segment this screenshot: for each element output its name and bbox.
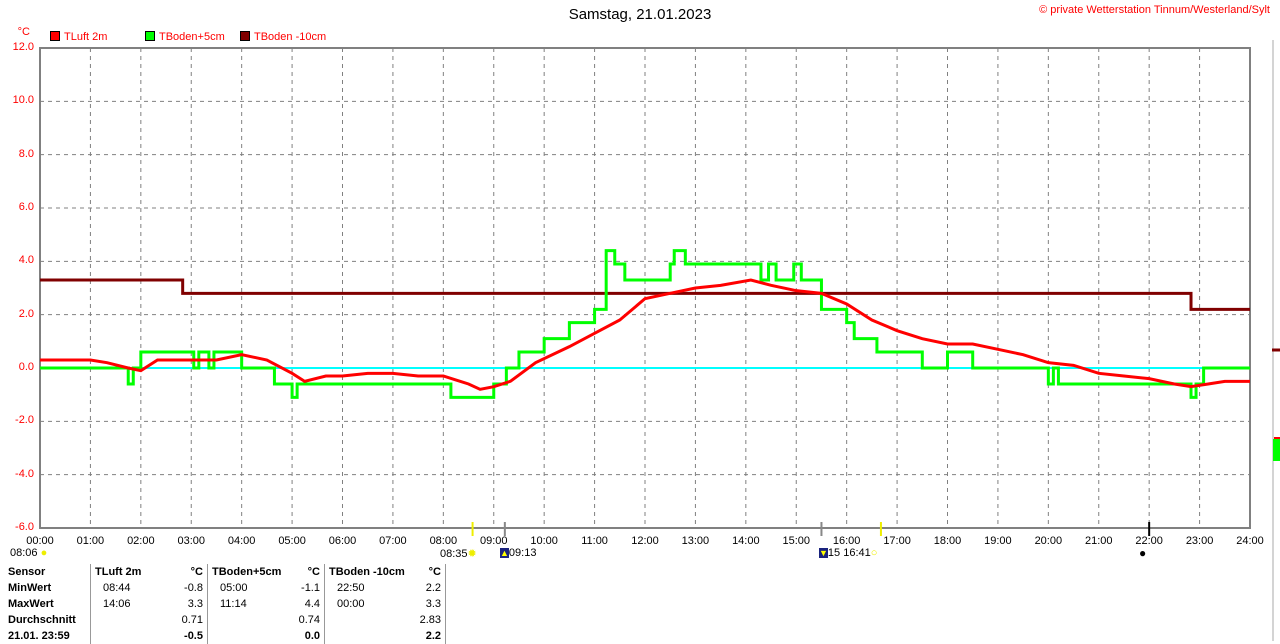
x-tick-label: 12:00	[631, 535, 659, 547]
cell	[324, 612, 413, 628]
moon-left-time: 08:06 ●	[10, 547, 48, 559]
x-tick-label: 05:00	[278, 535, 306, 547]
cell: 0.74	[298, 614, 320, 626]
x-tick-label: 23:00	[1185, 535, 1214, 547]
x-tick-label: 07:00	[379, 535, 407, 547]
cell: 0.71	[181, 614, 203, 626]
series-line	[40, 249, 1250, 399]
legend-tluft: TLuft 2m	[50, 31, 107, 43]
moonset-icon: ▼	[819, 548, 828, 558]
y-tick-label: 8.0	[18, 147, 34, 160]
y-tick-label: -6.0	[15, 521, 34, 533]
stats-table: Sensor TLuft 2m °C TBoden+5cm °C TBoden …	[4, 564, 455, 644]
cell: -0.8	[184, 582, 203, 594]
cell: -1.1	[301, 582, 320, 594]
sun-icon: ✹	[467, 548, 477, 560]
copyright: © private Wetterstation Tinnum/Westerlan…	[1039, 4, 1270, 16]
y-unit: °C	[17, 26, 30, 38]
x-tick-label: 06:00	[328, 535, 357, 547]
cell	[207, 612, 292, 628]
row-label: MaxWert	[8, 598, 54, 610]
x-tick-label: 04:00	[227, 535, 256, 547]
sunrise: 08:35✹	[440, 548, 477, 560]
cell: 2.83	[419, 614, 441, 626]
x-tick-label: 10:00	[530, 535, 558, 547]
y-tick-label: 4.0	[18, 254, 34, 267]
plot-frame	[39, 47, 1251, 529]
x-tick-label: 15:00	[782, 535, 811, 547]
legend-swatch	[145, 31, 155, 41]
moonrise-icon: ▲	[500, 548, 509, 558]
y-tick-label: 0.0	[18, 361, 34, 373]
cell	[324, 628, 413, 644]
x-tick-label: 19:00	[984, 535, 1012, 547]
table-header: Sensor TLuft 2m °C TBoden+5cm °C TBoden …	[4, 564, 455, 580]
legend-swatch	[240, 31, 250, 41]
x-tick-label: 16:00	[832, 535, 861, 547]
row-label: MinWert	[8, 582, 52, 594]
moonset: ▼15 16:41○	[819, 547, 878, 559]
cell: 11:14	[207, 596, 292, 612]
legend-tboden5: TBoden+5cm	[145, 31, 225, 43]
x-tick-label: 20:00	[1034, 535, 1063, 547]
cell: 0.0	[304, 630, 320, 642]
legend-label: TLuft 2m	[64, 31, 108, 43]
cell	[90, 612, 159, 628]
x-tick-label: 08:00	[429, 535, 458, 547]
cell: 3.3	[187, 598, 203, 610]
y-tick-label: 6.0	[18, 201, 34, 213]
moon-icon: ●	[40, 547, 48, 559]
y-tick-label: 12.0	[12, 41, 34, 53]
row-label: 21.01. 23:59	[8, 630, 70, 642]
cell: 2.2	[425, 630, 441, 642]
x-tick-label: 17:00	[883, 535, 911, 547]
x-tick-label: 24:00	[1236, 535, 1264, 547]
sunset-icon: ○	[870, 547, 878, 559]
cell: 14:06	[90, 596, 159, 612]
table-row: Durchschnitt 0.71 0.74 2.83	[4, 612, 455, 628]
table-row: 21.01. 23:59 -0.5 0.0 2.2	[4, 628, 455, 644]
series-line	[40, 278, 1250, 391]
new-moon-icon: ●	[1139, 546, 1147, 560]
x-tick-label: 14:00	[732, 535, 760, 547]
cell	[90, 628, 159, 644]
row-label: Durchschnitt	[8, 614, 76, 626]
cell: 3.3	[425, 598, 441, 610]
legend-label: TBoden -10cm	[254, 31, 327, 43]
legend-label: TBoden+5cm	[159, 31, 225, 43]
y-tick-label: 2.0	[18, 307, 34, 320]
x-tick-label: 00:00	[26, 535, 54, 547]
cell: -0.5	[184, 630, 203, 642]
cell: 2.2	[425, 582, 441, 594]
cell	[207, 628, 292, 644]
cell: 00:00	[324, 596, 413, 612]
x-tick-label: 09:00	[479, 535, 508, 547]
y-tick-label: 10.0	[12, 94, 34, 107]
legend-tboden10: TBoden -10cm	[240, 31, 326, 43]
y-tick-label: -4.0	[15, 467, 34, 480]
cell: 08:44	[90, 580, 159, 596]
x-tick-label: 11:00	[581, 535, 608, 547]
cell: 4.4	[304, 598, 320, 610]
cell: 05:00	[207, 580, 292, 596]
x-tick-label: 02:00	[127, 535, 155, 547]
x-tick-label: 18:00	[933, 535, 962, 547]
table-row: MinWert 08:44 -0.8 05:00 -1.1 22:50 2.2	[4, 580, 455, 596]
x-tick-label: 22:00	[1135, 535, 1163, 547]
side-tboden5	[1273, 439, 1280, 461]
x-tick-label: 03:00	[177, 535, 206, 547]
moonrise: ▲09:13	[500, 547, 537, 559]
y-tick-label: -2.0	[15, 414, 34, 427]
chart-title: Samstag, 21.01.2023	[568, 6, 712, 23]
x-tick-label: 21:00	[1084, 535, 1113, 547]
x-tick-label: 01:00	[76, 535, 105, 547]
series-line	[40, 278, 1250, 311]
legend-swatch	[50, 31, 60, 41]
table-row: MaxWert 14:06 3.3 11:14 4.4 00:00 3.3	[4, 596, 455, 612]
x-tick-label: 13:00	[681, 535, 710, 547]
cell: 22:50	[324, 580, 413, 596]
